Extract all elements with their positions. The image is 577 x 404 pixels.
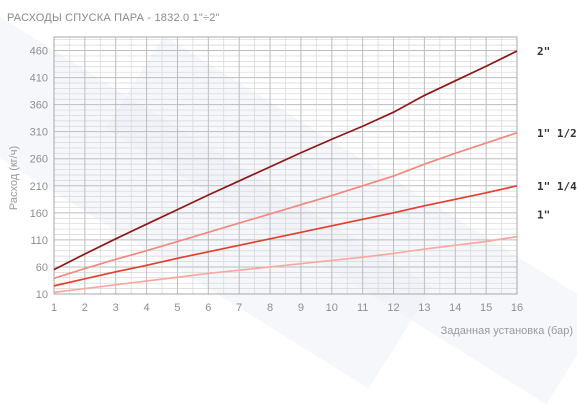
- chart-stage: РАСХОДЫ СПУСКА ПАРА - 1832.0 1"÷2" 10 60 1…: [7, 12, 577, 337]
- x-tick-label: 1: [51, 302, 57, 314]
- chart-title: РАСХОДЫ СПУСКА ПАРА - 1832.0 1"÷2": [7, 12, 220, 24]
- series-line: [53, 184, 518, 287]
- x-axis-label: Заданная установка (бар): [441, 325, 573, 337]
- y-tick-label: 160: [30, 208, 48, 220]
- series-label: 1": [537, 209, 550, 222]
- x-tick-label: 8: [267, 302, 273, 314]
- y-tick-label: 110: [30, 235, 48, 247]
- series-labels: 2" 1" 1/2 1" 1/4 1": [537, 45, 577, 222]
- y-tick-label: 360: [30, 100, 48, 112]
- x-tick-label: 2: [82, 302, 88, 314]
- y-tick-label: 410: [30, 73, 48, 85]
- series-line: [53, 235, 518, 294]
- x-tick-label: 9: [298, 302, 304, 314]
- series-label: 2": [537, 45, 550, 58]
- x-tick-label: 16: [511, 302, 523, 314]
- chart-lines: [53, 50, 518, 294]
- x-tick-label: 3: [113, 302, 119, 314]
- series-label: 1" 1/2: [537, 127, 577, 140]
- x-tick-label: 4: [144, 302, 150, 314]
- y-tick-label: 210: [30, 181, 48, 193]
- series-label: 1" 1/4: [537, 180, 577, 193]
- x-tick-label: 12: [387, 302, 399, 314]
- y-tick-label: 460: [30, 46, 48, 58]
- chart-grid: [53, 36, 518, 295]
- x-tick-label: 7: [236, 302, 242, 314]
- series-line: [53, 131, 518, 280]
- x-tick-label: 13: [418, 302, 430, 314]
- steam-flow-chart: РАСХОДЫ СПУСКА ПАРА - 1832.0 1"÷2" 10 60 1…: [7, 12, 577, 337]
- x-tick-label: 14: [449, 302, 461, 314]
- y-tick-label: 60: [36, 262, 48, 274]
- y-tick-label: 10: [36, 289, 48, 301]
- x-tick-label: 11: [357, 302, 368, 314]
- y-axis-label: Расход (кг/ч): [8, 146, 20, 210]
- y-tick-label: 260: [30, 154, 48, 166]
- series-line: [53, 50, 518, 271]
- x-tick-label: 6: [205, 302, 211, 314]
- y-tick-label: 310: [30, 127, 48, 139]
- plot-frame: [53, 36, 518, 295]
- x-tick-label: 5: [174, 302, 180, 314]
- x-tick-label: 15: [480, 302, 492, 314]
- x-tick-label: 10: [326, 302, 338, 314]
